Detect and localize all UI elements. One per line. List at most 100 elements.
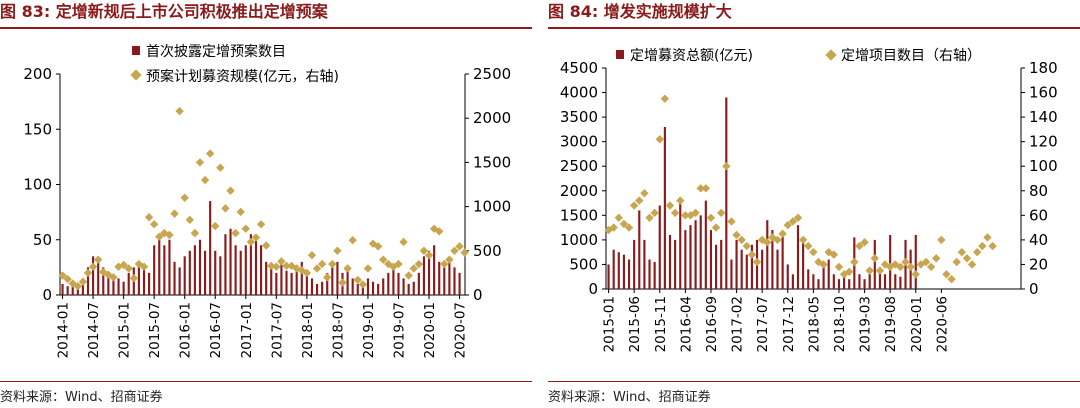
bar [679,200,682,289]
bar [638,210,641,289]
bar [832,274,835,289]
x-tick-label: 2015-11 [653,296,669,352]
bar [127,272,130,295]
bar [776,249,779,289]
bar [817,279,820,289]
scatter-point [317,259,327,269]
scatter-point [419,246,429,255]
chart-panel-right: 图 84: 增发实施规模扩大 定增募资总额(亿元) 定增项目数目（右轴） 0 50… [548,0,1080,408]
y-right-tick-label: 100 [1029,157,1058,175]
scatter-point [670,208,680,218]
bar [704,200,707,289]
x-tick-label: 2016-01 [178,302,194,358]
scatter-point [328,259,337,269]
bar [214,250,217,295]
bar [750,244,753,289]
scatter-point [875,266,885,275]
scatter-point [200,175,210,185]
bar [883,274,887,289]
bar [843,274,846,289]
bar [648,259,651,289]
scatter-point [696,184,705,193]
bar [285,270,288,295]
y-right-tick-label: 500 [473,242,502,260]
bar [86,267,90,296]
bar [193,245,196,295]
bar [668,234,672,289]
bar [295,267,298,296]
scatter-point [185,215,194,225]
scatter-point [778,229,787,238]
x-tick-label: 2019-08 [883,296,899,352]
bar [158,234,161,295]
bar [112,275,115,295]
x-tick-label: 2019-01 [361,302,377,358]
scatter-point [348,235,357,245]
source-note-left: 资料来源：Wind、招商证券 [0,390,163,405]
x-tick-label: 2020-06 [934,296,950,352]
bar [224,234,227,295]
bar [81,278,84,295]
bar [173,261,176,295]
bar [280,261,283,295]
bar [899,276,902,289]
scatter-point [231,228,240,238]
x-tick-label: 2017-07 [755,296,771,352]
scatter-point [373,242,383,251]
bar [76,286,79,295]
scatter-point [962,254,972,263]
y-right-tick-label: 40 [1029,231,1048,249]
scatter-point [676,196,685,205]
title-divider-right [548,27,1080,29]
scatter-point [788,217,798,226]
scatter-point [814,257,823,267]
scatter-point [353,275,362,285]
scatter-point [124,264,133,273]
scatter-point [267,261,276,271]
scatter-point [957,247,967,257]
scatter-point [363,264,373,273]
bar [878,269,881,289]
bar [863,279,866,289]
legend-bar-swatch [616,50,624,59]
bar [300,261,303,295]
scatter-point [241,224,250,233]
scatter-point [809,247,818,257]
scatter-point [752,257,762,267]
bar [889,234,892,289]
y-left-tick-label: 100 [23,176,52,194]
scatter-point [144,213,154,222]
bar [153,245,156,295]
scatter-point [323,273,332,282]
y-right-tick-label: 1000 [473,198,511,216]
x-tick-label: 2015-01 [117,302,133,358]
legend-right: 定增募资总额(亿元) 定增项目数目（右轴） [616,48,981,64]
scatter-point [149,220,159,229]
x-tick-label: 2019-07 [391,302,407,358]
scatter-point [783,220,792,230]
scatter-point [952,257,961,267]
source-divider-right [548,381,1080,382]
bar [643,239,646,289]
y-left-tick-label: 500 [569,255,598,273]
bar [270,267,273,296]
x-tick-label: 2016-09 [704,296,720,352]
legend-left: 首次披露定增预案数目 预案计划募资规模(亿元，右轴) [130,43,339,85]
scatter-point [170,209,179,218]
bar [627,259,631,289]
bar [781,234,784,289]
scatter-point [737,235,746,245]
scatter-point [460,248,469,257]
scatter-point [226,186,235,195]
scatter-point [312,264,322,273]
bar [438,261,441,295]
x-tick-label: 2015-06 [627,296,643,352]
scatter-point [221,204,230,213]
bar [142,264,146,295]
scatter-point [109,273,118,282]
scatter-point [819,260,828,269]
scatter-point [865,266,874,275]
bar [209,201,212,295]
bar [914,234,917,289]
scatter-point [824,247,833,257]
